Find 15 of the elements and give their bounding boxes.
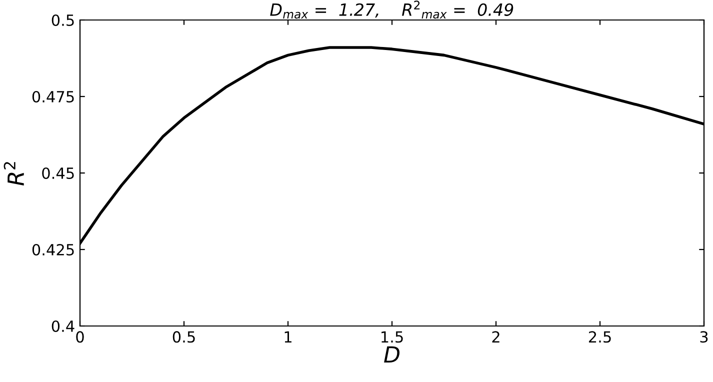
chart-title: D$_{max}$ = 1.27, R$^{2}$$_{max}$ = 0.49: [270, 0, 514, 19]
x-tick-label: 2.5: [588, 331, 611, 343]
x-tick-label: 1: [284, 331, 292, 342]
x-tick-label: 1.5: [382, 331, 403, 343]
x-tick-label: 0: [76, 331, 84, 343]
x-axis-title: D: [384, 346, 400, 363]
y-tick-label: 0.5: [52, 14, 74, 26]
x-tick-label: 2: [492, 331, 500, 342]
x-tick-label: 3: [700, 331, 708, 343]
y-axis-title: R$^{2}$: [4, 162, 24, 186]
y-tick-label: 0.425: [32, 244, 74, 256]
y-tick-label: 0.4: [52, 320, 74, 332]
x-tick-label: 0.5: [172, 331, 195, 343]
y-tick-label: 0.45: [42, 167, 74, 180]
y-tick-label: 0.475: [32, 90, 74, 103]
